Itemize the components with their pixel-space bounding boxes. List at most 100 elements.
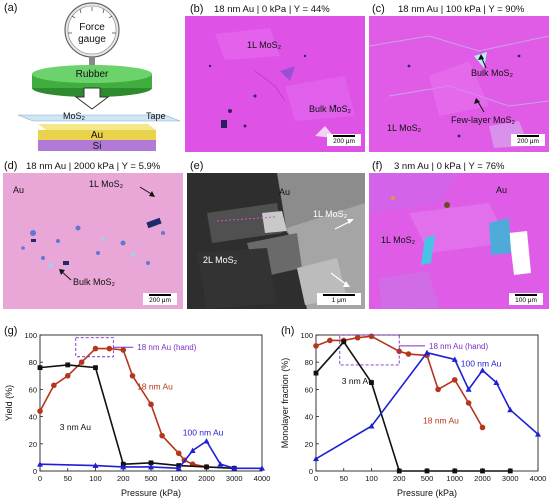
series-line <box>39 347 207 468</box>
y-axis-label: Yield (%) <box>4 385 14 421</box>
data-point <box>204 464 209 470</box>
panel-title-d: 18 nm Au | 2000 kPa | Y = 5.9% <box>26 161 161 172</box>
data-point <box>78 359 85 365</box>
y-axis-label: Monolayer fraction (%) <box>280 358 290 449</box>
data-point <box>396 468 402 474</box>
data-point <box>148 401 154 408</box>
scale-bar-d: 200 μm <box>143 293 177 305</box>
x-tick-label: 1000 <box>170 474 187 483</box>
x-tick-label: 50 <box>340 474 348 483</box>
data-point <box>313 455 319 462</box>
annot-1l-mos2-f: 1L MoS₂ <box>381 235 416 245</box>
annot-1l-mos2-c: 1L MoS₂ <box>387 123 422 133</box>
annot-18nm: 18 nm Au <box>137 381 173 391</box>
panel-label-h: (h) <box>281 325 295 337</box>
annot-1l-mos2-b: 1L MoS₂ <box>247 40 282 50</box>
series-line <box>39 439 262 470</box>
series-line <box>39 364 235 470</box>
au-layer <box>38 124 156 130</box>
y-tick-label: 40 <box>305 413 313 422</box>
data-point <box>259 465 265 471</box>
gauge-label-2: gauge <box>78 34 106 45</box>
panel-label-b: (b) <box>190 3 204 15</box>
annot-au-d: Au <box>13 185 25 195</box>
chart-yield: 0 50 100 200 500 1000 2000 3000 4000 0 20 40 60 80 100… <box>4 331 270 498</box>
data-point <box>451 356 458 362</box>
data-point <box>480 468 485 474</box>
x-tick-label: 1000 <box>446 474 463 483</box>
annot-2l-mos2-e: 2L MoS₂ <box>203 255 238 265</box>
y-tick-label: 20 <box>29 440 37 449</box>
data-point <box>189 447 196 453</box>
mos2-label: MoS₂ <box>63 111 86 121</box>
annot-3nm: 3 nm Au <box>342 376 373 386</box>
data-point <box>313 370 319 376</box>
series-line <box>315 340 511 472</box>
panel-label-g: (g) <box>4 325 18 337</box>
data-point <box>369 380 374 385</box>
micrograph-f: Au 1L MoS₂ 100 μm <box>369 173 549 309</box>
rubber-label: Rubber <box>76 69 109 80</box>
data-point <box>175 465 182 471</box>
data-point <box>120 463 127 470</box>
annot-1l-mos2-e: 1L MoS₂ <box>313 209 348 219</box>
scale-bar-f: 100 μm <box>509 293 543 305</box>
data-point <box>148 463 154 470</box>
schematic-panel: (a) Force gauge Rubber MoS₂ Tape Au Si <box>0 0 185 155</box>
data-point <box>231 465 238 471</box>
data-point <box>148 460 154 466</box>
annot-few-layer-mos2-c: Few-layer MoS₂ <box>451 115 516 125</box>
micrograph-e: Au 1L MoS₂ 2L MoS₂ 1 μm <box>187 173 365 309</box>
panel-title-f: 3 nm Au | 0 kPa | Y = 76% <box>394 161 505 172</box>
data-point <box>479 367 486 373</box>
annot-100nm: 100 nm Au <box>183 428 224 438</box>
annot-hand: 18 nm Au (hand) <box>137 343 196 352</box>
data-point <box>92 462 99 468</box>
annot-1l-mos2-d: 1L MoS₂ <box>89 179 124 189</box>
data-point <box>435 386 441 393</box>
data-point <box>203 438 210 444</box>
data-point <box>313 343 319 349</box>
panel-label-f: (f) <box>372 160 383 172</box>
annot-18nm: 18 nm Au <box>423 415 459 425</box>
x-tick-label: 4000 <box>530 474 547 483</box>
x-tick-label: 100 <box>365 474 378 483</box>
x-tick-label: 0 <box>314 474 318 483</box>
si-label: Si <box>93 141 102 152</box>
data-point <box>37 461 43 467</box>
data-point <box>507 468 513 474</box>
data-point <box>493 379 500 385</box>
data-point <box>368 333 375 340</box>
panel-label-a: (a) <box>4 2 18 14</box>
data-point <box>106 345 113 352</box>
x-axis-label: Pressure (kPa) <box>397 488 457 498</box>
annot-bulk-mos2-c: Bulk MoS₂ <box>471 68 514 78</box>
y-tick-label: 60 <box>29 385 37 394</box>
si-layer <box>38 140 156 151</box>
annot-hand: 18 nm Au (hand) <box>429 342 488 351</box>
data-point <box>465 386 472 392</box>
x-tick-label: 3000 <box>226 474 243 483</box>
data-point <box>479 424 486 431</box>
y-tick-label: 0 <box>309 467 313 476</box>
data-point <box>159 432 165 439</box>
series-line <box>315 351 539 460</box>
annot-au-e: Au <box>279 187 291 197</box>
data-point <box>354 334 361 341</box>
y-tick-label: 100 <box>24 331 37 340</box>
scale-bar-e: 1 μm <box>317 293 361 305</box>
data-point <box>405 351 412 357</box>
data-point <box>341 339 347 345</box>
scale-bar-b: 200 μm <box>327 134 361 146</box>
x-tick-label: 100 <box>89 474 102 483</box>
data-point <box>37 408 43 414</box>
data-point <box>424 349 430 356</box>
data-point <box>465 400 472 406</box>
data-point <box>64 373 71 379</box>
y-tick-label: 80 <box>305 358 313 367</box>
data-point <box>37 365 43 371</box>
x-tick-label: 500 <box>421 474 434 483</box>
y-tick-label: 40 <box>29 413 37 422</box>
down-arrow-icon <box>74 87 110 110</box>
data-point <box>327 337 333 344</box>
